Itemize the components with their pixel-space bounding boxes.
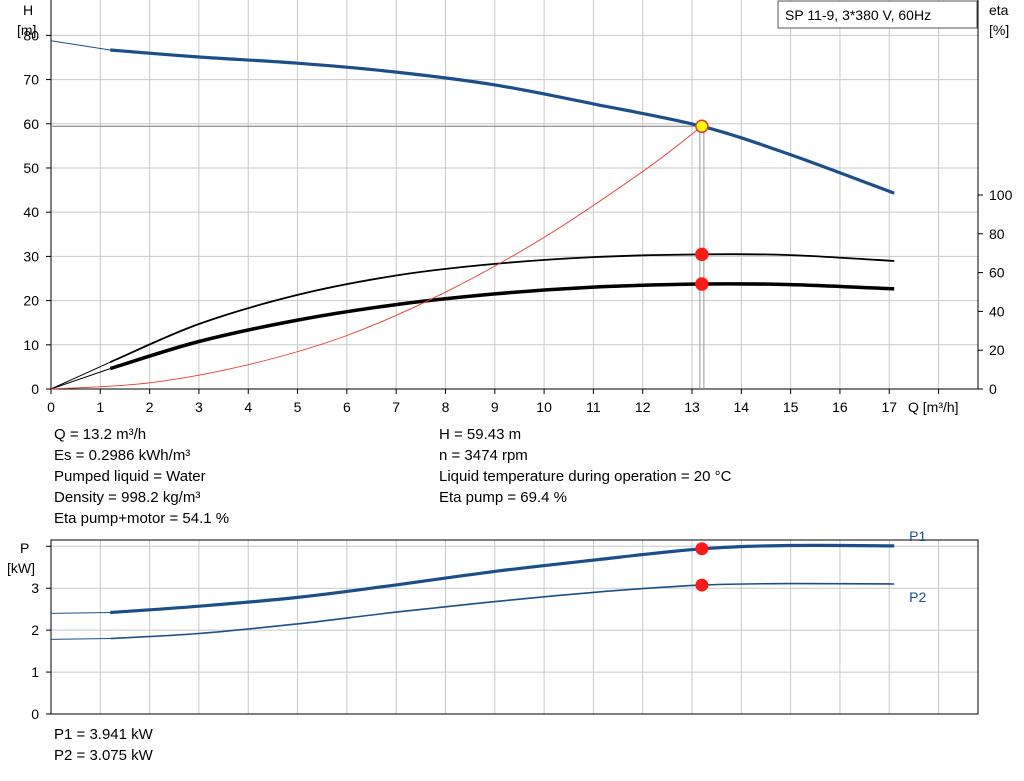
y-tick-label-left: 10 [23,337,39,353]
y-tick-label-right: 60 [989,265,1005,281]
x-tick-label: 6 [343,399,351,415]
operating-point-1 [695,247,709,262]
chart-title: SP 11-9, 3*380 V, 60Hz [785,7,931,23]
power-chart: 0 1 2 3 P [kW] P1 P2 [7,528,979,722]
y-tick-label-left: 60 [23,116,39,132]
info-speed: n = 3474 rpm [439,447,528,464]
power-series-line-3 [50,638,111,640]
x-tick-label: 4 [244,399,252,415]
x-tick-label: 0 [47,399,55,415]
y-tick-label-left: 30 [23,248,39,264]
info-flow: Q = 13.2 m³/h [54,426,147,443]
title-box [777,0,978,29]
info-head: H = 59.43 m [439,426,522,443]
y-tick-label-left: 0 [31,381,39,397]
x-tick-label: 14 [734,399,750,415]
y-axis-label: P [20,540,29,556]
x-tick-label: 11 [586,399,601,415]
series-label-p1: P1 [909,528,926,544]
x-tick-label: 12 [635,399,651,415]
info-power: P1 = 3.941 kW P2 = 3.075 kW [54,724,153,766]
operating-point-0 [695,119,709,134]
info-right: H = 59.43 m n = 3474 rpm Liquid temperat… [439,424,731,508]
x-tick-label: 1 [96,399,104,415]
y-tick-label: 0 [31,706,39,722]
info-density: Density = 998.2 kg/m³ [54,489,201,506]
head-efficiency-chart: 0 1 2 3 4 5 6 7 8 9 10 11 12 13 14 15 16 1701020304050607… [17,0,1013,415]
x-tick-label: 7 [392,399,400,415]
x-tick-label: 2 [146,399,154,415]
x-tick-label: 8 [442,399,450,415]
x-tick-label: 10 [536,399,552,415]
series-line-4 [109,282,895,371]
y-tick-label-right: 80 [989,226,1005,242]
y-tick-label-right: 40 [989,303,1005,319]
y-axis-label-unit: [kW] [7,560,35,576]
x-axis-label: Q [m³/h] [908,399,959,415]
power-series-line-2 [110,582,895,640]
series-line-1 [50,40,111,51]
info-temperature: Liquid temperature during operation = 20… [439,468,732,485]
series-line-3 [50,361,111,390]
x-tick-label: 17 [881,399,897,415]
x-tick-label: 5 [294,399,302,415]
x-tick-label: 9 [491,399,499,415]
power-point-0 [695,542,709,556]
y-tick-label-left: 80 [23,27,39,43]
series-line-0 [110,48,895,195]
info-energy: Es = 0.2986 kWh/m³ [54,447,191,464]
y-tick-label-left: 20 [23,293,39,309]
y-tick-label-left: 70 [23,72,39,88]
y-axis-label-right: eta [989,2,1009,18]
series-label-p2: P2 [909,589,926,605]
y-tick-label: 1 [31,664,39,680]
x-tick-label: 16 [832,399,848,415]
y-tick-label-left: 50 [23,160,39,176]
x-tick-label: 13 [684,399,700,415]
power-point-1 [695,578,709,592]
info-p2: P2 = 3.075 kW [54,747,153,764]
power-series-line-1 [50,612,111,614]
info-eta-total: Eta pump+motor = 54.1 % [54,510,230,527]
info-liquid: Pumped liquid = Water [54,468,206,485]
info-eta-pump: Eta pump = 69.4 % [439,489,567,506]
x-tick-label: 15 [783,399,799,415]
y-tick-label-right: 20 [989,342,1005,358]
y-axis-label-left: H [23,2,33,18]
operating-point-2 [695,277,709,291]
power-series-line-0 [110,543,895,615]
plot-frame [50,539,979,715]
series-line-2 [109,253,895,364]
info-left: Q = 13.2 m³/h Es = 0.2986 kWh/m³ Pumped … [54,424,229,529]
y-tick-label: 2 [31,622,39,638]
y-axis-label-right-unit: [%] [989,22,1009,38]
info-p1: P1 = 3.941 kW [54,726,153,743]
y-tick-label-left: 40 [23,204,39,220]
y-tick-label-right: 0 [989,381,997,397]
y-tick-label: 3 [31,580,39,596]
y-tick-label-right: 100 [989,187,1013,203]
series-line-6 [50,125,703,390]
series-line-5 [50,368,111,390]
x-tick-label: 3 [195,399,203,415]
y-axis-label-left-unit: [m] [17,22,36,38]
